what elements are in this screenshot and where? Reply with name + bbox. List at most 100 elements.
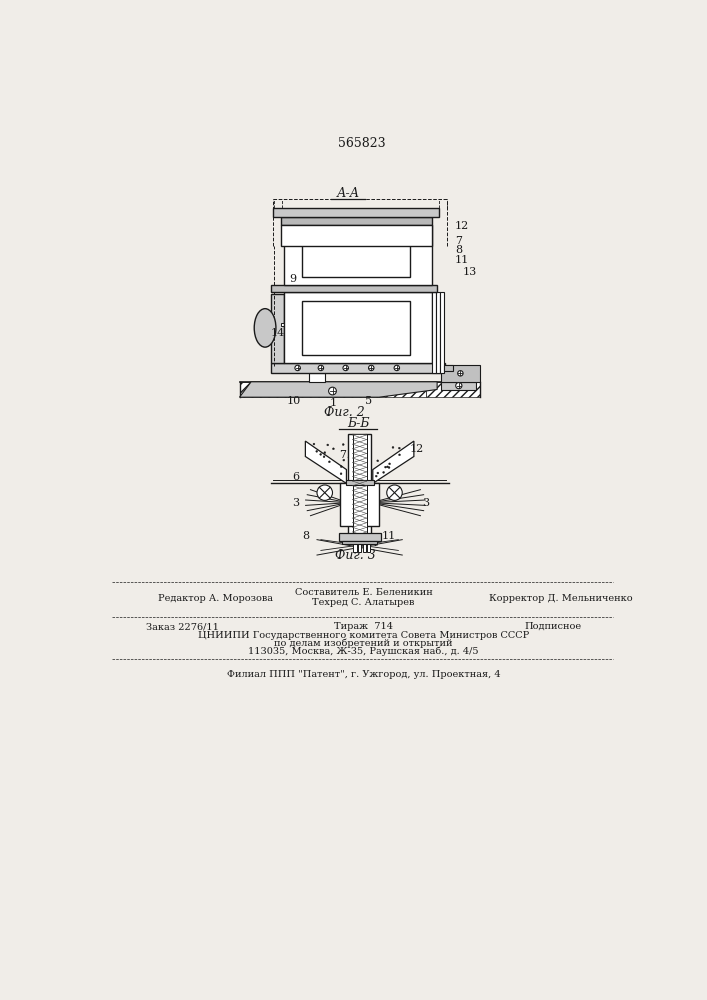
Circle shape bbox=[317, 485, 332, 500]
Text: Б-Б: Б-Б bbox=[347, 417, 369, 430]
Bar bbox=[273, 208, 440, 217]
Text: 3: 3 bbox=[292, 498, 299, 508]
Circle shape bbox=[383, 470, 385, 472]
Text: 14: 14 bbox=[270, 328, 284, 338]
Circle shape bbox=[334, 450, 336, 452]
Bar bbox=[281, 323, 285, 326]
Circle shape bbox=[387, 485, 402, 500]
Bar bbox=[284, 225, 432, 285]
Bar bbox=[444, 365, 453, 371]
Circle shape bbox=[329, 443, 331, 444]
Text: Корректор Д. Мельниченко: Корректор Д. Мельниченко bbox=[489, 594, 633, 603]
Bar bbox=[301, 229, 410, 277]
Text: 6: 6 bbox=[292, 472, 299, 482]
Bar bbox=[309, 373, 325, 382]
Text: Составитель Е. Беленикин: Составитель Е. Беленикин bbox=[295, 588, 433, 597]
Text: 11: 11 bbox=[381, 531, 396, 541]
Bar bbox=[340, 483, 379, 526]
Bar bbox=[281, 225, 432, 246]
Bar bbox=[284, 321, 300, 328]
Bar bbox=[432, 292, 436, 373]
Bar bbox=[315, 368, 320, 373]
Text: 565823: 565823 bbox=[338, 137, 386, 150]
Circle shape bbox=[381, 452, 383, 454]
Bar bbox=[358, 541, 361, 552]
Circle shape bbox=[334, 454, 337, 456]
Text: 1: 1 bbox=[371, 538, 378, 548]
Bar bbox=[441, 365, 480, 382]
Circle shape bbox=[368, 365, 374, 371]
Circle shape bbox=[457, 371, 463, 376]
Circle shape bbox=[336, 450, 338, 452]
Polygon shape bbox=[373, 441, 414, 483]
Circle shape bbox=[336, 449, 338, 451]
Bar bbox=[368, 541, 370, 552]
Bar bbox=[346, 480, 373, 485]
Text: А-А: А-А bbox=[337, 187, 360, 200]
Bar bbox=[440, 292, 444, 373]
Bar bbox=[271, 363, 445, 373]
Bar bbox=[284, 292, 432, 363]
Text: 113035, Москва, Ж-35, Раушская наб., д. 4/5: 113035, Москва, Ж-35, Раушская наб., д. … bbox=[248, 647, 479, 656]
Text: 3: 3 bbox=[421, 498, 428, 508]
Text: 12: 12 bbox=[410, 444, 424, 454]
Circle shape bbox=[336, 453, 338, 455]
Bar bbox=[301, 301, 410, 355]
Circle shape bbox=[295, 365, 300, 371]
Text: 8: 8 bbox=[455, 245, 462, 255]
Text: Тираж  714: Тираж 714 bbox=[334, 622, 393, 631]
Circle shape bbox=[375, 445, 378, 446]
Text: 9: 9 bbox=[289, 274, 296, 284]
Bar bbox=[240, 382, 379, 397]
Text: по делам изобретений и открытий: по делам изобретений и открытий bbox=[274, 639, 452, 648]
Text: ЦНИИПИ Государственного комитета Совета Министров СССР: ЦНИИПИ Государственного комитета Совета … bbox=[198, 631, 529, 640]
Circle shape bbox=[381, 466, 382, 468]
Circle shape bbox=[318, 365, 324, 371]
Bar bbox=[436, 292, 440, 373]
Text: 13: 13 bbox=[462, 267, 477, 277]
Circle shape bbox=[375, 478, 378, 480]
Text: Техред С. Алатырев: Техред С. Алатырев bbox=[312, 598, 415, 607]
Bar bbox=[348, 434, 371, 541]
Circle shape bbox=[329, 459, 331, 461]
Text: 7: 7 bbox=[339, 450, 346, 460]
Circle shape bbox=[375, 451, 377, 453]
Bar bbox=[353, 434, 367, 541]
Text: Фиг. 3: Фиг. 3 bbox=[335, 549, 376, 562]
Bar bbox=[339, 533, 380, 541]
Circle shape bbox=[402, 446, 404, 448]
Circle shape bbox=[340, 459, 342, 460]
Circle shape bbox=[329, 387, 337, 395]
Bar bbox=[354, 541, 356, 552]
Bar bbox=[281, 217, 432, 225]
Polygon shape bbox=[240, 382, 437, 397]
Bar bbox=[441, 382, 476, 389]
Circle shape bbox=[343, 365, 349, 371]
Text: Подписное: Подписное bbox=[525, 622, 582, 631]
Circle shape bbox=[334, 461, 337, 463]
Text: 11: 11 bbox=[455, 255, 469, 265]
Bar bbox=[271, 294, 284, 363]
Circle shape bbox=[341, 461, 343, 463]
Text: 10: 10 bbox=[286, 396, 301, 406]
Circle shape bbox=[334, 463, 336, 465]
Bar bbox=[426, 382, 480, 397]
Text: 12: 12 bbox=[455, 221, 469, 231]
Polygon shape bbox=[305, 441, 346, 483]
Bar bbox=[379, 382, 426, 397]
Circle shape bbox=[387, 456, 388, 458]
Bar bbox=[271, 285, 437, 292]
Circle shape bbox=[376, 446, 378, 448]
Text: 5: 5 bbox=[366, 396, 373, 406]
Text: 7: 7 bbox=[455, 236, 462, 246]
Ellipse shape bbox=[255, 309, 276, 347]
Text: 1: 1 bbox=[329, 398, 337, 408]
Circle shape bbox=[456, 383, 462, 389]
Text: Заказ 2276/11: Заказ 2276/11 bbox=[146, 622, 219, 631]
Circle shape bbox=[394, 365, 399, 371]
Circle shape bbox=[337, 449, 339, 451]
Circle shape bbox=[400, 453, 402, 455]
Circle shape bbox=[375, 464, 376, 466]
Text: Редактор А. Морозова: Редактор А. Морозова bbox=[158, 594, 273, 603]
Bar bbox=[341, 541, 378, 544]
